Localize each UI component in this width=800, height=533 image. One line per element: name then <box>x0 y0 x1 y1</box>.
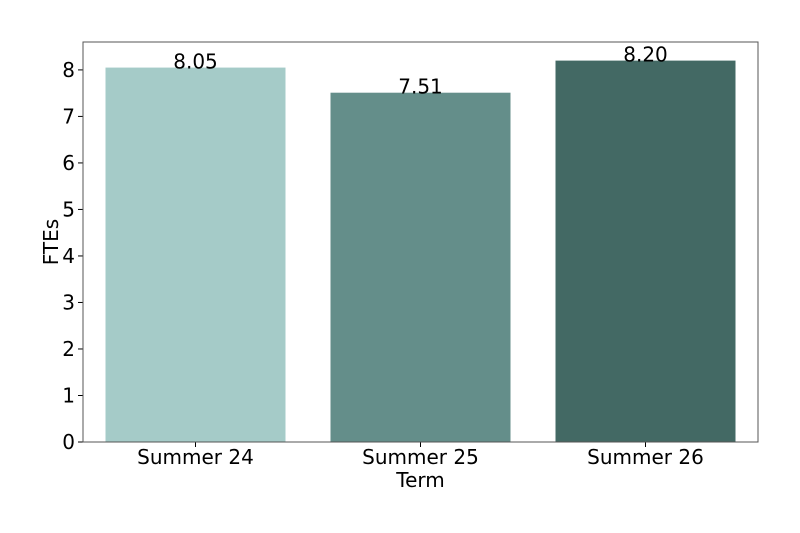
y-axis-title: FTEs <box>39 219 63 265</box>
y-tick-label: 6 <box>62 151 75 175</box>
x-tick-label: Summer 25 <box>362 445 479 469</box>
y-tick-label: 1 <box>62 383 75 407</box>
bar-summer-26 <box>555 60 736 443</box>
bar-summer-24 <box>105 67 286 443</box>
x-tick-label: Summer 24 <box>137 445 254 469</box>
bars-layer <box>105 60 736 443</box>
x-axis-ticks: Summer 24 Summer 25 Summer 26 <box>137 442 704 469</box>
data-label: 8.05 <box>173 50 218 74</box>
y-tick-label: 3 <box>62 290 75 314</box>
y-tick-label: 0 <box>62 430 75 454</box>
y-tick-label: 5 <box>62 197 75 221</box>
x-axis-title: Term <box>395 468 444 492</box>
y-axis-ticks: 0 1 2 3 4 5 6 7 8 <box>62 58 83 454</box>
y-tick-label: 7 <box>62 104 75 128</box>
y-tick-label: 4 <box>62 244 75 268</box>
y-tick-label: 8 <box>62 58 75 82</box>
data-label: 7.51 <box>398 75 443 99</box>
data-labels: 8.05 7.51 8.20 <box>173 43 668 99</box>
y-tick-label: 2 <box>62 337 75 361</box>
x-tick-label: Summer 26 <box>587 445 704 469</box>
bar-summer-25 <box>330 92 511 442</box>
data-label: 8.20 <box>623 43 668 67</box>
plot-frame <box>82 41 759 443</box>
